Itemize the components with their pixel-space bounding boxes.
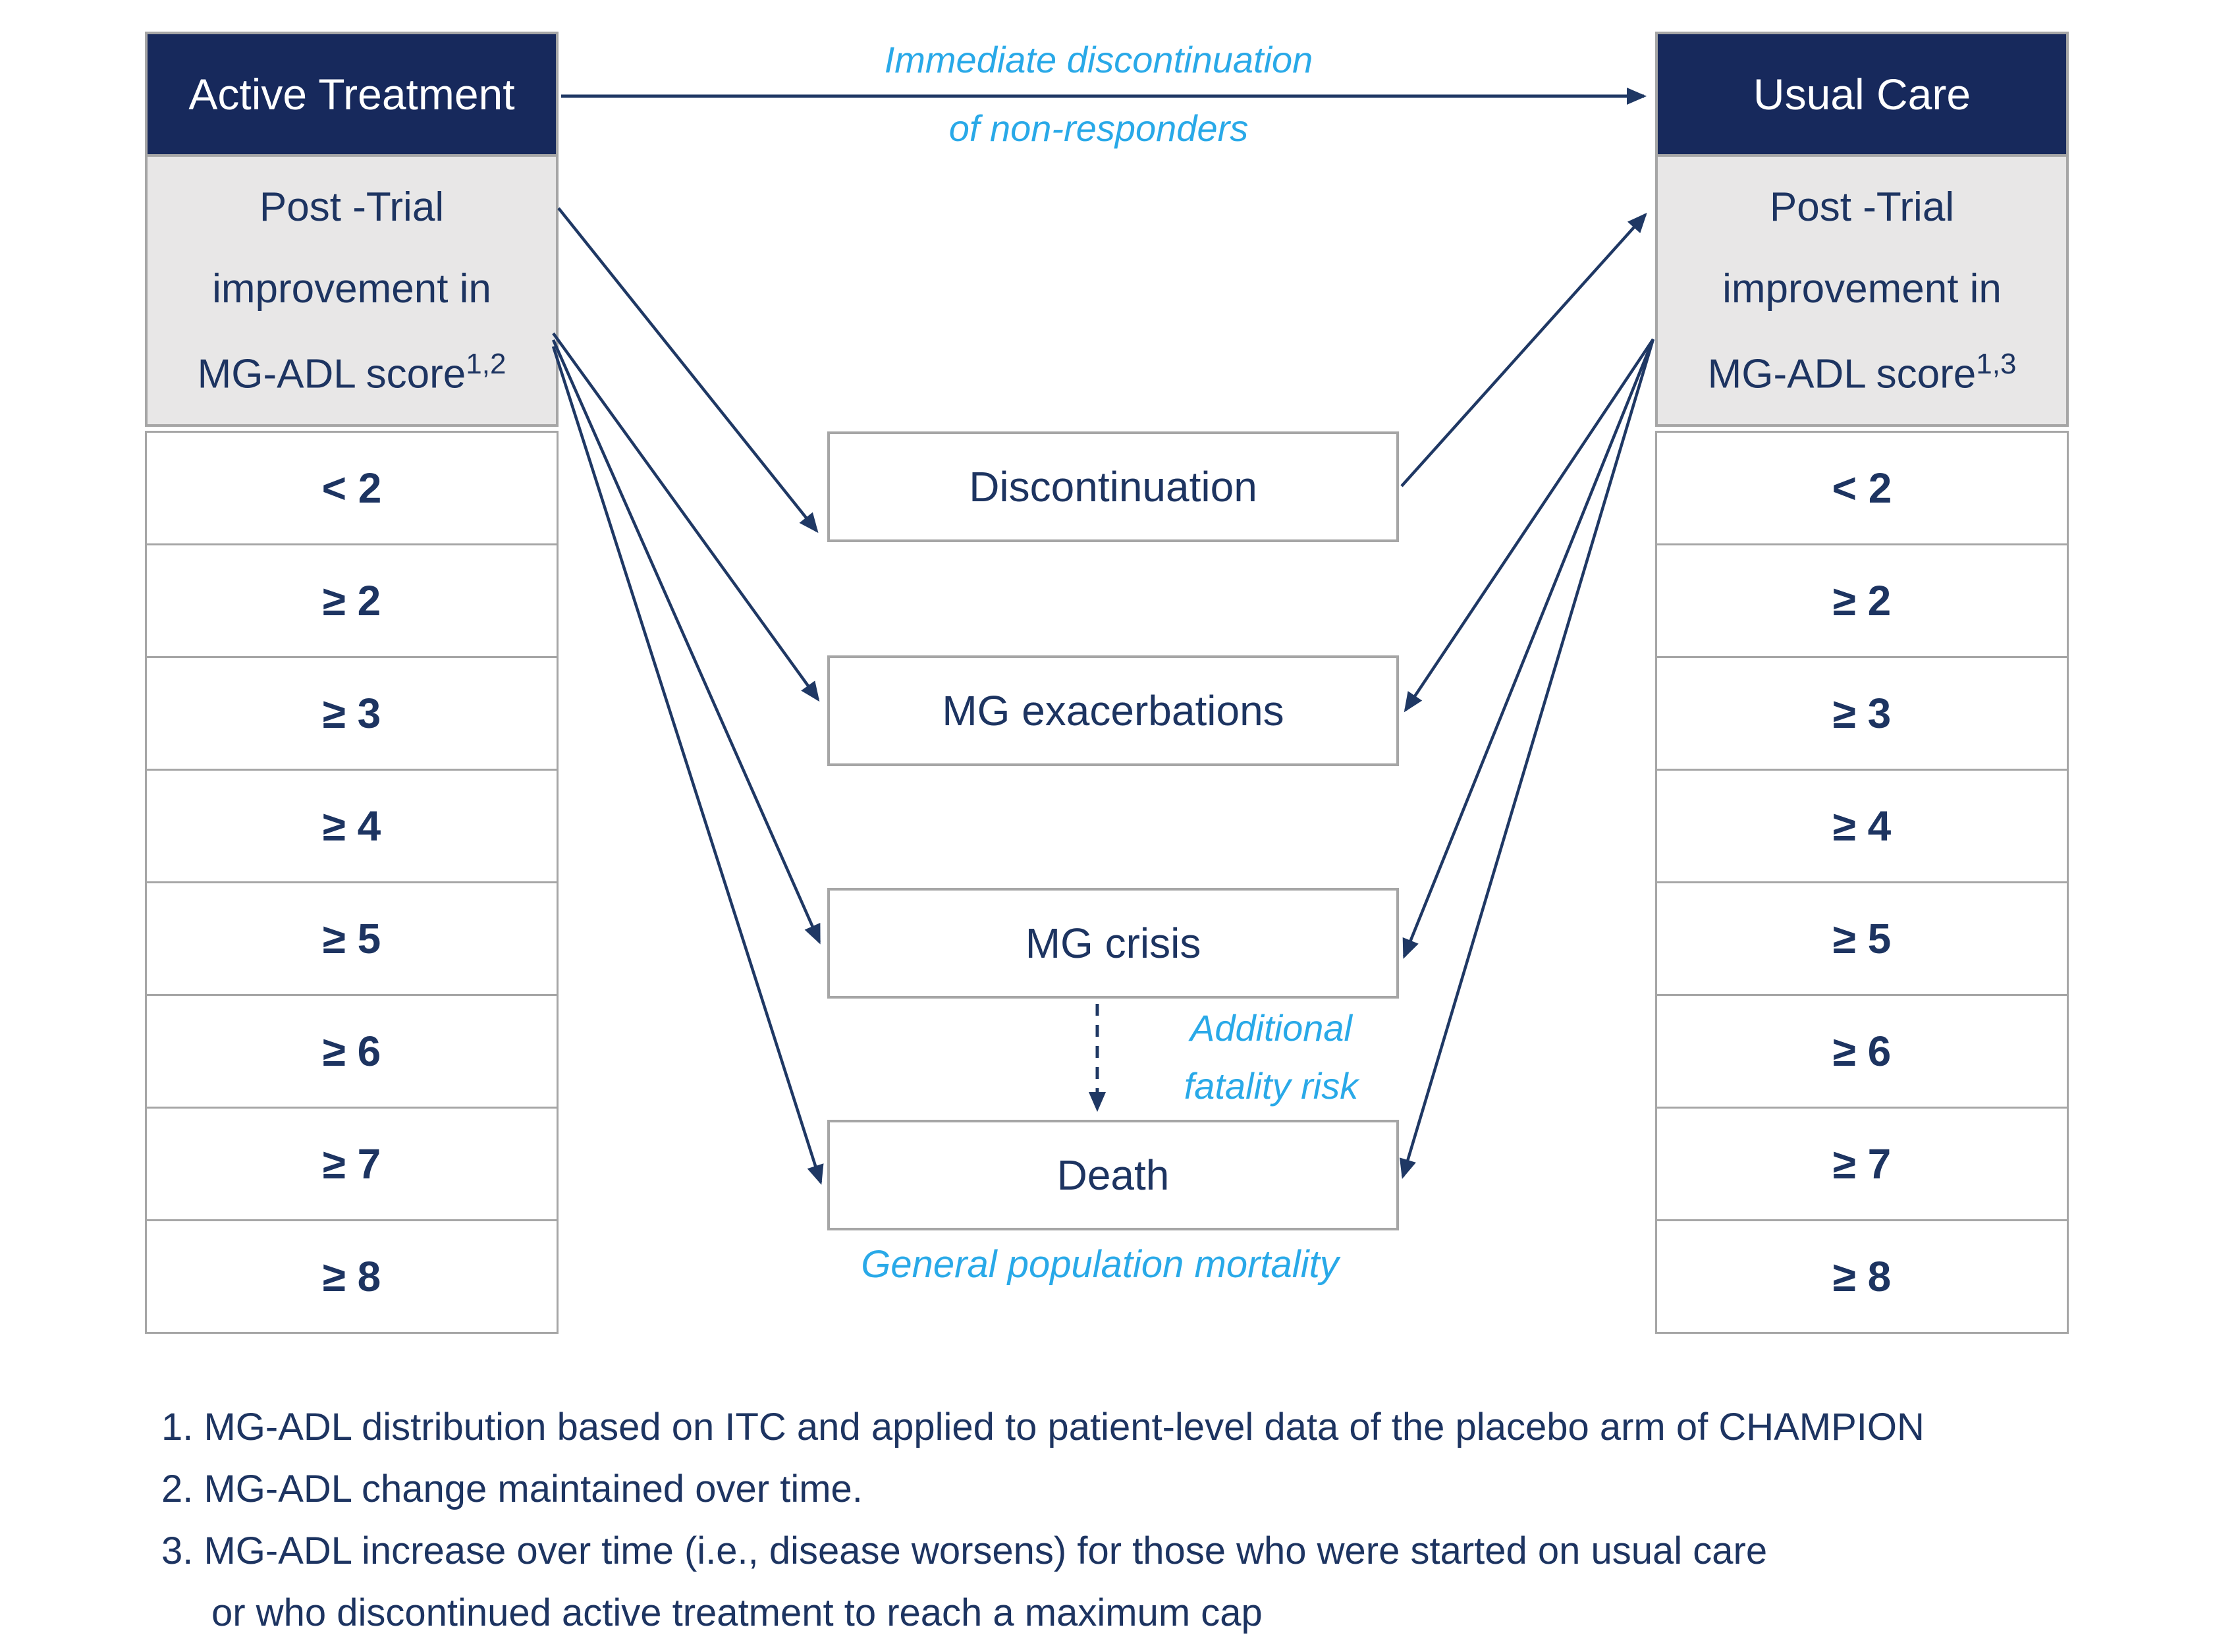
mg-crisis-box: MG crisis bbox=[827, 888, 1399, 999]
footnote-marker: 1,3 bbox=[1976, 347, 2017, 380]
post-trial-line2: improvement in bbox=[212, 266, 491, 312]
usual-post-trial-box: Post -Trial improvement in MG-ADL score1… bbox=[1655, 157, 2069, 427]
arrow-active-to-mg-crisis bbox=[551, 339, 821, 945]
arrow-active-to-discontinuation bbox=[557, 207, 819, 534]
post-trial-line2: improvement in bbox=[1722, 266, 2002, 312]
active-post-trial-box: Post -Trial improvement in MG-ADL score1… bbox=[145, 157, 559, 427]
footnote-3: 3. MG-ADL increase over time (i.e., dise… bbox=[161, 1529, 1768, 1572]
footnote-1: 1. MG-ADL distribution based on ITC and … bbox=[161, 1406, 1925, 1448]
discontinuation-box: Discontinuation bbox=[827, 431, 1399, 542]
post-trial-line3: MG-ADL score1,2 bbox=[197, 347, 506, 397]
post-trial-line3: MG-ADL score1,3 bbox=[1707, 347, 2017, 397]
score-row: ≥ 6 bbox=[145, 994, 559, 1109]
footnotes: 1. MG-ADL distribution based on ITC and … bbox=[161, 1396, 1925, 1644]
score-row: ≥ 6 bbox=[1655, 994, 2069, 1109]
active-treatment-column: Active Treatment Post -Trial improvement… bbox=[145, 32, 559, 1334]
post-trial-line1: Post -Trial bbox=[259, 184, 445, 230]
arrow-active-to-mg-exacerbations bbox=[552, 332, 820, 702]
arrow-usual-care-to-mg-exacerbations bbox=[1404, 338, 1654, 713]
death-box: Death bbox=[827, 1120, 1399, 1230]
score-row: ≥ 2 bbox=[145, 543, 559, 658]
general-population-mortality-label: General population mortality bbox=[861, 1243, 1339, 1286]
immediate-discontinuation-label-line1: Immediate discontinuation bbox=[884, 39, 1313, 80]
additional-fatality-risk-label-line2: fatality risk bbox=[1184, 1065, 1359, 1107]
mg-exacerbations-box: MG exacerbations bbox=[827, 655, 1399, 766]
score-row: ≥ 3 bbox=[145, 656, 559, 771]
usual-care-header: Usual Care bbox=[1655, 32, 2069, 157]
footnote-3-continued: or who discontinued active treatment to … bbox=[211, 1591, 1263, 1634]
additional-fatality-risk-label-line1: Additional bbox=[1190, 1007, 1352, 1049]
active-treatment-header: Active Treatment bbox=[145, 32, 559, 157]
arrow-discontinuation-to-usual-care bbox=[1400, 213, 1647, 487]
score-row: ≥ 4 bbox=[145, 769, 559, 883]
score-row: ≥ 8 bbox=[145, 1219, 559, 1334]
usual-care-header-label: Usual Care bbox=[1753, 70, 1971, 119]
active-score-rows: < 2 ≥ 2 ≥ 3 ≥ 4 ≥ 5 ≥ 6 ≥ 7 ≥ 8 bbox=[145, 431, 559, 1334]
death-label: Death bbox=[1056, 1151, 1170, 1199]
score-row: < 2 bbox=[145, 431, 559, 545]
score-row: < 2 bbox=[1655, 431, 2069, 545]
arrow-usual-care-to-death bbox=[1399, 339, 1655, 1179]
footnote-2: 2. MG-ADL change maintained over time. bbox=[161, 1468, 863, 1510]
usual-care-column: Usual Care Post -Trial improvement in MG… bbox=[1655, 32, 2069, 1334]
usual-score-rows: < 2 ≥ 2 ≥ 3 ≥ 4 ≥ 5 ≥ 6 ≥ 7 ≥ 8 bbox=[1655, 431, 2069, 1334]
footnote-marker: 1,2 bbox=[466, 347, 506, 380]
immediate-discontinuation-label-line2: of non-responders bbox=[948, 107, 1249, 149]
score-row: ≥ 4 bbox=[1655, 769, 2069, 883]
discontinuation-label: Discontinuation bbox=[969, 463, 1257, 510]
mg-exacerbations-label: MG exacerbations bbox=[942, 687, 1284, 734]
score-row: ≥ 5 bbox=[145, 881, 559, 996]
active-treatment-header-label: Active Treatment bbox=[188, 70, 515, 119]
score-row: ≥ 8 bbox=[1655, 1219, 2069, 1334]
post-trial-line1: Post -Trial bbox=[1769, 184, 1955, 230]
score-row: ≥ 2 bbox=[1655, 543, 2069, 658]
score-row: ≥ 5 bbox=[1655, 881, 2069, 996]
score-row: ≥ 7 bbox=[145, 1107, 559, 1221]
arrow-usual-care-to-mg-crisis bbox=[1402, 339, 1655, 959]
score-row: ≥ 7 bbox=[1655, 1107, 2069, 1221]
score-row: ≥ 3 bbox=[1655, 656, 2069, 771]
mg-crisis-label: MG crisis bbox=[1025, 920, 1201, 967]
arrow-active-to-death bbox=[551, 346, 824, 1185]
